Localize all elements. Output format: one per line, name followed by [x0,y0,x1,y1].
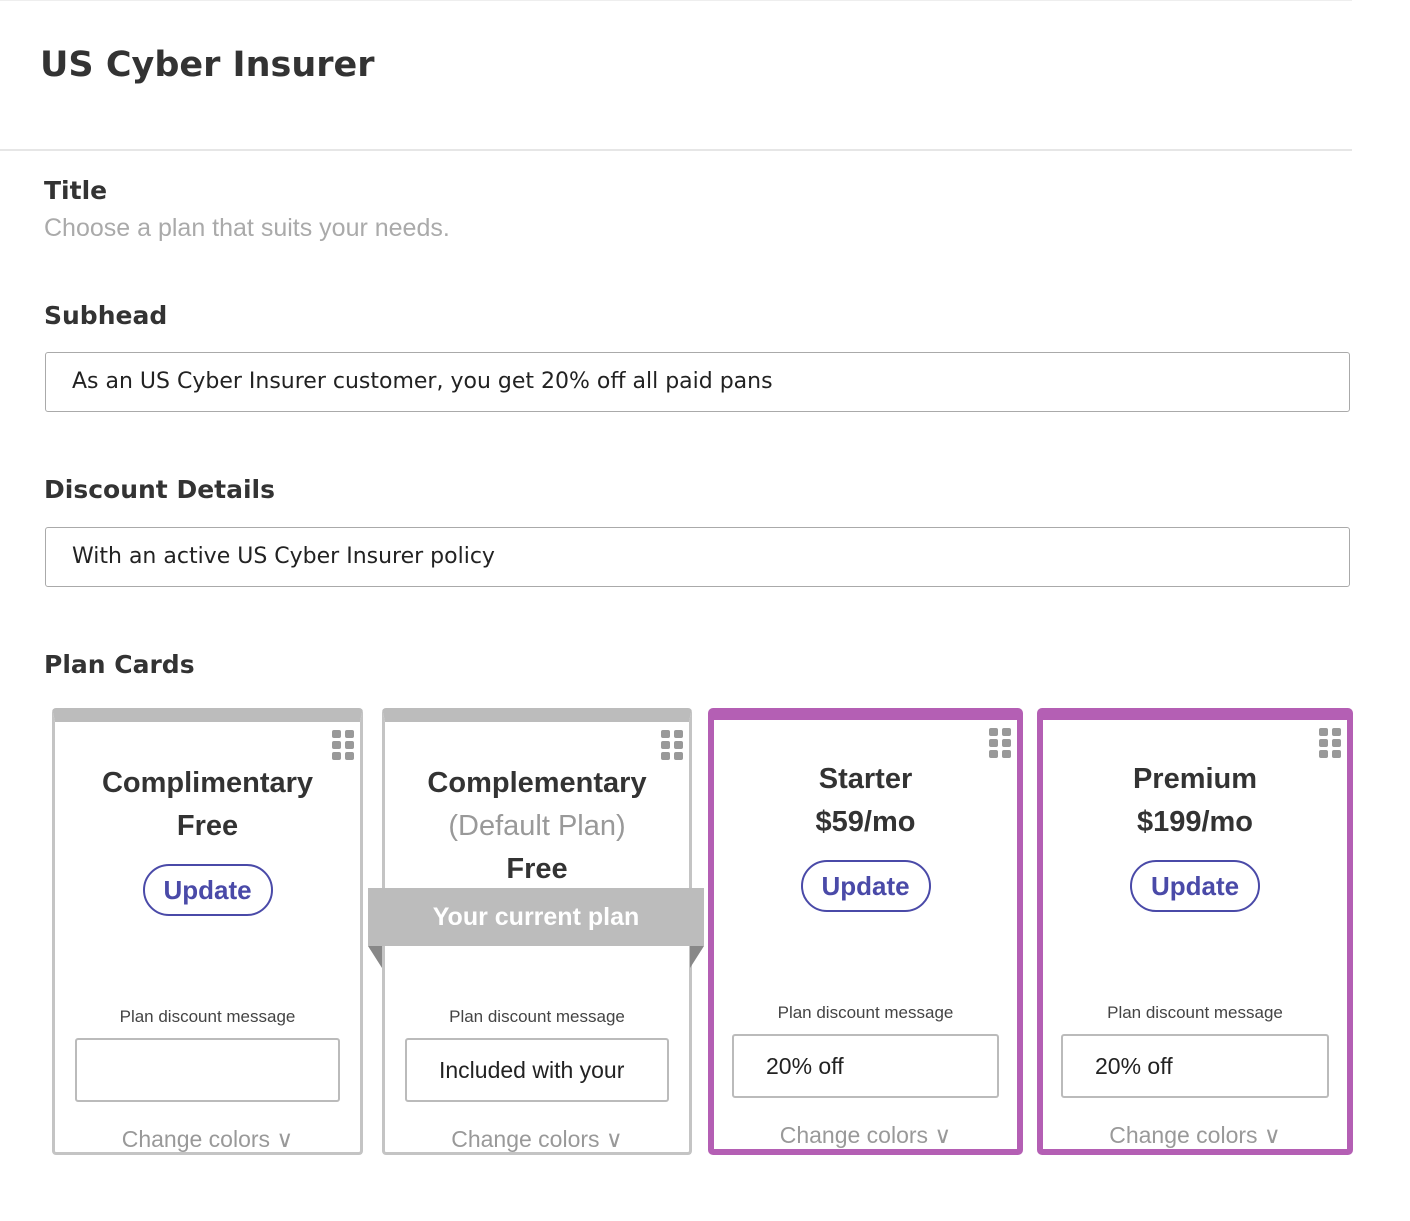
update-button[interactable]: Update [800,860,931,912]
plan-card-premium[interactable]: Premium $199/mo Update Plan discount mess… [1037,708,1353,1155]
ribbon-fold-right [690,946,704,968]
plan-discount-input[interactable] [75,1038,340,1102]
plan-discount-label: Plan discount message [449,1007,625,1026]
plan-name: Starter $59/mo [815,763,916,838]
drag-handle-icon[interactable] [661,730,683,760]
change-colors-toggle[interactable]: Change colors ∨ [121,1126,294,1152]
plan-discount-input[interactable]: 20% off [1061,1034,1329,1098]
drag-handle-icon[interactable] [1319,728,1341,758]
plan-name: Premium $199/mo [1132,763,1258,838]
current-plan-ribbon: Your current plan [368,888,704,946]
chevron-down-icon: ∨ [1263,1122,1281,1148]
plan-card-complimentary[interactable]: Complimentary Free Update Plan discount m… [52,708,363,1155]
chevron-down-icon: ∨ [934,1122,952,1148]
discount-details-input[interactable]: With an active US Cyber Insurer policy [45,527,1350,587]
chevron-down-icon: ∨ [605,1126,623,1152]
plan-discount-input[interactable]: Included with your [405,1038,669,1102]
plan-name: Complimentary Free [101,767,314,842]
plan-discount-input[interactable]: 20% off [732,1034,999,1098]
title-input[interactable]: Choose a plan that suits your needs. [44,214,450,242]
change-colors-toggle[interactable]: Change colors ∨ [779,1122,952,1148]
chevron-down-icon: ∨ [276,1126,294,1152]
plan-discount-label: Plan discount message [119,1007,296,1026]
plan-discount-label: Plan discount message [1107,1003,1283,1022]
app-title: US Cyber Insurer [40,45,375,85]
discount-details-label: Discount Details [44,475,275,504]
plan-name: Complementary (Default Plan) Free [427,767,647,885]
update-button[interactable]: Update [142,864,273,916]
plan-discount-label: Plan discount message [777,1003,954,1022]
subhead-input[interactable]: As an US Cyber Insurer customer, you get… [45,352,1350,412]
drag-handle-icon[interactable] [332,730,354,760]
ribbon-fold-left [368,946,382,968]
change-colors-toggle[interactable]: Change colors ∨ [1109,1122,1281,1148]
plan-card-starter[interactable]: Starter $59/mo Update Plan discount messa… [708,708,1023,1155]
plan-cards-label: Plan Cards [44,650,195,679]
title-label: Title [44,176,108,205]
drag-handle-icon[interactable] [989,728,1011,758]
update-button[interactable]: Update [1130,860,1260,912]
subhead-label: Subhead [44,301,168,330]
change-colors-toggle[interactable]: Change colors ∨ [451,1126,623,1152]
header: US Cyber Insurer [0,0,1352,151]
